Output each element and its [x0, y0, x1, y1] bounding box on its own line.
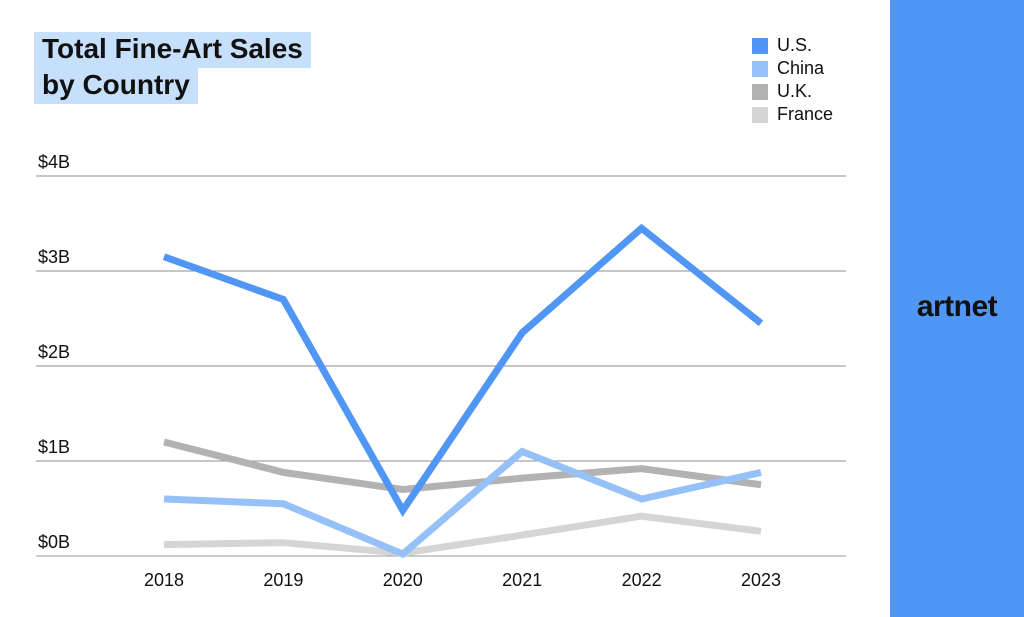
y-tick-label: $2B [38, 342, 70, 362]
chart-title-line-2: by Country [34, 67, 198, 104]
series-line-france [163, 512, 762, 557]
legend: U.S. China U.K. France [752, 34, 833, 126]
series-line-us [162, 223, 764, 518]
legend-swatch-china [752, 60, 768, 77]
legend-label-china: China [777, 58, 825, 78]
y-tick-label: $1B [38, 437, 70, 457]
artnet-logo: artnet [916, 290, 998, 323]
legend-swatch-france [752, 106, 768, 123]
y-tick-label: $0B [38, 532, 70, 552]
x-tick-label: 2019 [263, 570, 303, 590]
x-tick-label: 2020 [383, 570, 423, 590]
x-tick-label: 2023 [741, 570, 781, 590]
legend-item-uk: U.K. [752, 80, 833, 103]
series-line-china [163, 447, 762, 559]
legend-label-france: France [777, 104, 834, 124]
y-tick-label: $4B [38, 152, 70, 172]
x-tick-label: 2021 [502, 570, 542, 590]
chart-title: Total Fine-Art Sales by Country [34, 32, 311, 104]
legend-label-uk: U.K. [777, 81, 813, 101]
chart: $0B $1B $2B $3B $4B 2018 2019 2020 2021 2022 2023 [36, 152, 846, 590]
x-tick-label: 2018 [144, 570, 184, 590]
brand-panel: artnet [890, 0, 1024, 617]
legend-item-france: France [752, 103, 833, 126]
x-tick-label: 2022 [622, 570, 662, 590]
legend-swatch-us [752, 37, 768, 54]
legend-label-us: U.S. [777, 35, 813, 55]
legend-swatch-uk [752, 83, 768, 100]
series-line-uk [163, 438, 762, 494]
legend-item-china: China [752, 57, 833, 80]
chart-title-line-1: Total Fine-Art Sales [34, 32, 311, 68]
y-tick-label: $3B [38, 247, 70, 267]
legend-item-us: U.S. [752, 34, 833, 57]
